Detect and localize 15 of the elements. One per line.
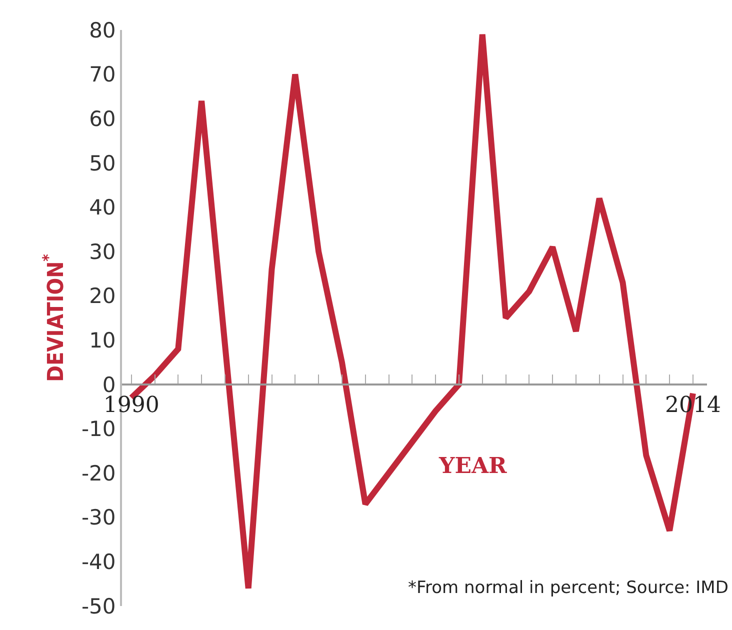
y-tick-label: -30 xyxy=(81,506,116,530)
y-tick-label: 50 xyxy=(89,151,116,176)
y-tick-label: -10 xyxy=(81,417,116,442)
y-tick-label: 60 xyxy=(89,106,116,131)
x-axis-title: YEAR xyxy=(438,453,508,479)
y-tick-label: 70 xyxy=(89,62,116,87)
annotation: *From normal in percent; Source: IMD xyxy=(408,578,728,598)
y-tick-label: 10 xyxy=(89,328,116,352)
y-tick-label: -20 xyxy=(81,461,116,486)
y-tick-label: -50 xyxy=(81,594,116,618)
y-tick-label: 30 xyxy=(89,240,116,264)
y-tick-label: 20 xyxy=(89,284,116,308)
y-tick-label: 80 xyxy=(89,18,116,42)
y-tick-label: -40 xyxy=(81,550,116,574)
y-tick-label: 40 xyxy=(89,196,116,220)
